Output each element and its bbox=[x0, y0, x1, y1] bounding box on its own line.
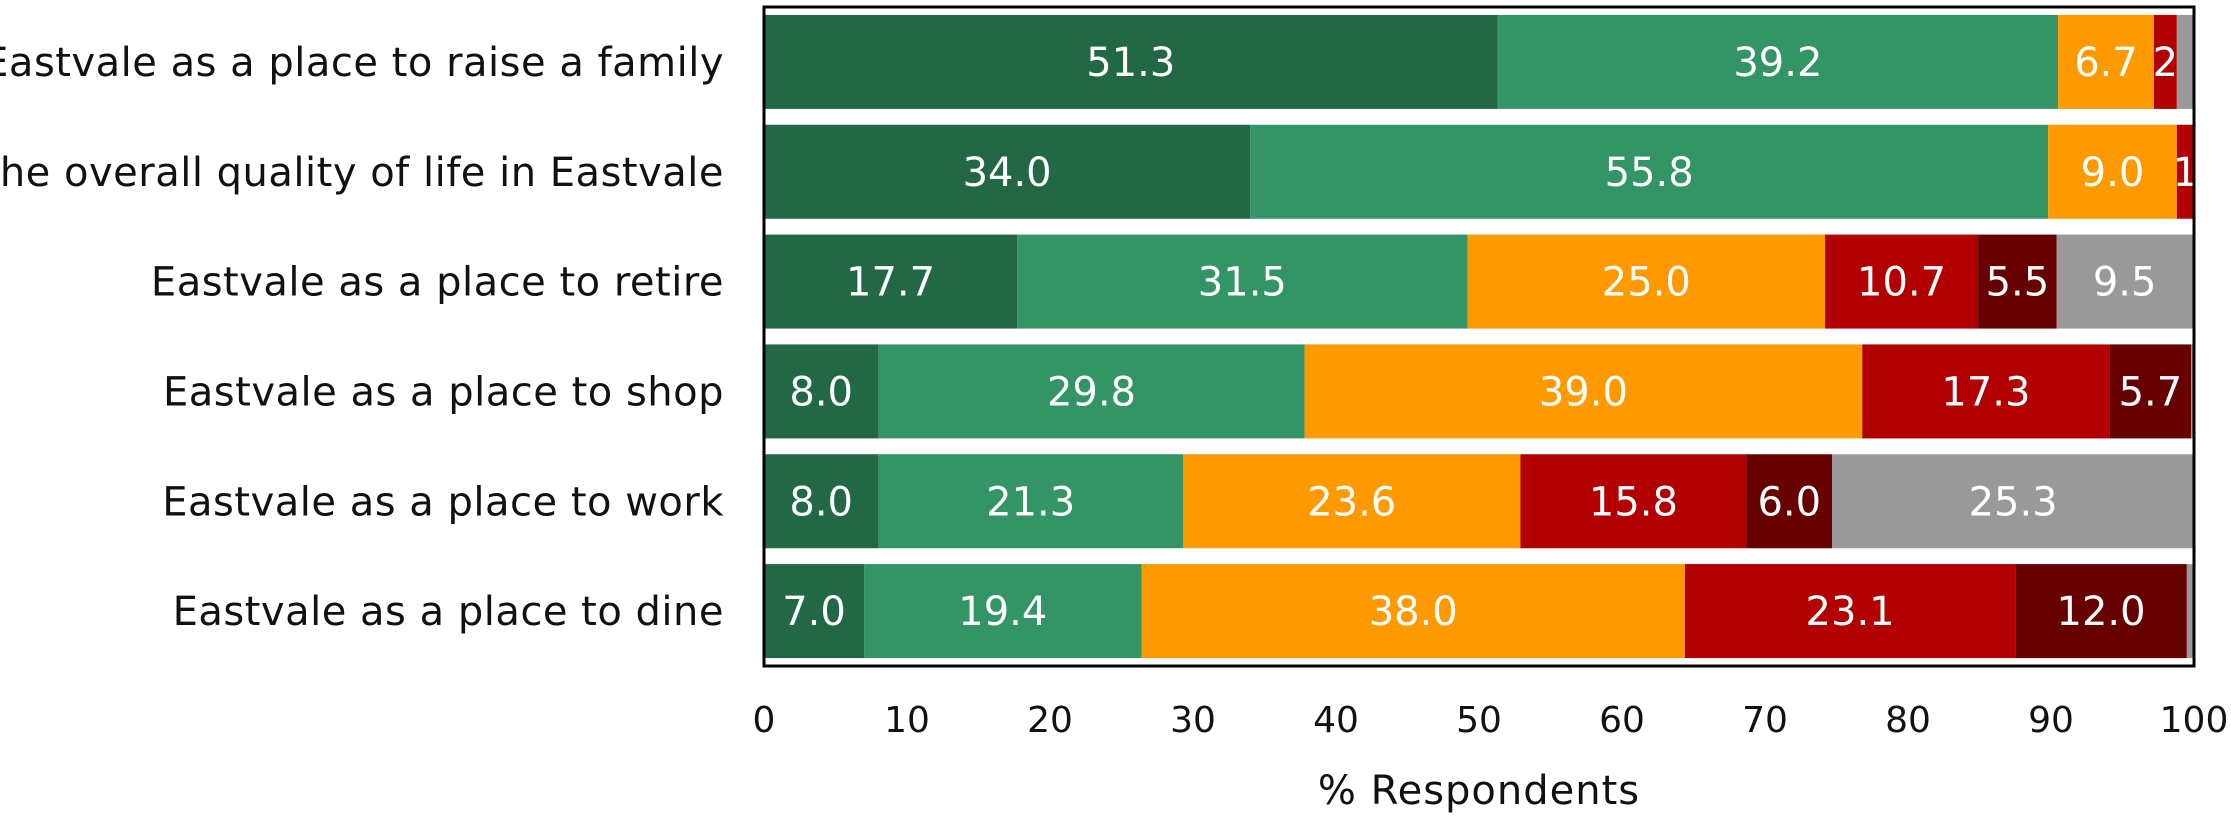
bar-segment bbox=[864, 564, 1142, 659]
data-label: 5.5 bbox=[1986, 260, 2050, 306]
x-tick-label: 30 bbox=[1170, 700, 1216, 741]
x-tick-label: 0 bbox=[753, 700, 776, 741]
category-label: Eastvale as a place to raise a family bbox=[0, 40, 724, 86]
x-tick-label: 20 bbox=[1027, 700, 1073, 741]
bar-segment bbox=[764, 564, 865, 659]
data-label: 15.8 bbox=[1589, 479, 1678, 525]
category-label: Eastvale as a place to work bbox=[162, 479, 724, 525]
bar-segment bbox=[1141, 564, 1685, 659]
bar-segment bbox=[2109, 344, 2192, 439]
x-tick-label: 90 bbox=[2028, 700, 2074, 741]
data-label: 29.8 bbox=[1047, 369, 1136, 415]
data-label: 19.4 bbox=[958, 589, 1047, 635]
bar-segment bbox=[764, 14, 1498, 109]
bar-segment bbox=[1832, 454, 2194, 549]
bar-segment bbox=[878, 344, 1305, 439]
data-label: 39.2 bbox=[1733, 40, 1822, 86]
value-labels-layer: 51.3 39.2 6.7 234.0 55.8 9.0 117.7 31.5 25.0 10.7… bbox=[782, 40, 2198, 635]
data-label: 55.8 bbox=[1605, 150, 1694, 196]
category-label: Eastvale as a place to shop bbox=[163, 369, 724, 415]
data-label: 6.7 bbox=[2074, 40, 2138, 86]
x-tick-label: 70 bbox=[1742, 700, 1788, 741]
data-label: 23.6 bbox=[1307, 479, 1396, 525]
bar-segment bbox=[1825, 234, 1979, 329]
bar-segment bbox=[2048, 124, 2177, 219]
data-label: 25.3 bbox=[1969, 479, 2058, 525]
x-tick-label: 50 bbox=[1456, 700, 1502, 741]
data-label: 9.0 bbox=[2081, 150, 2145, 196]
x-tick-label: 60 bbox=[1599, 700, 1645, 741]
x-axis-title: % Respondents bbox=[1318, 768, 1640, 814]
category-label: The overall quality of life in Eastvale bbox=[0, 150, 724, 196]
data-label: 31.5 bbox=[1198, 260, 1287, 306]
data-label: 17.7 bbox=[846, 260, 935, 306]
data-label: 12.0 bbox=[2057, 589, 2146, 635]
x-tick-label: 100 bbox=[2160, 700, 2229, 741]
bar-segment bbox=[878, 454, 1183, 549]
category-label: Eastvale as a place to dine bbox=[173, 589, 724, 635]
data-label: 8.0 bbox=[789, 369, 853, 415]
bar-segment bbox=[2176, 124, 2194, 219]
data-label: 10.7 bbox=[1857, 260, 1946, 306]
data-label: 23.1 bbox=[1806, 589, 1895, 635]
data-label: 39.0 bbox=[1539, 369, 1628, 415]
bar-segment bbox=[1862, 344, 2110, 439]
data-label: 7.0 bbox=[782, 589, 846, 635]
data-label: 6.0 bbox=[1757, 479, 1821, 525]
bar-segment bbox=[1684, 564, 2016, 659]
x-axis-ticks: 0 10 20 30 40 50 60 70 80 90 100 bbox=[753, 700, 2229, 741]
data-label: 34.0 bbox=[963, 150, 1052, 196]
bar-segment bbox=[764, 344, 879, 439]
data-label: 38.0 bbox=[1369, 589, 1458, 635]
data-label: 5.7 bbox=[2119, 369, 2183, 415]
bar-segment bbox=[764, 234, 1018, 329]
bar-segment bbox=[1182, 454, 1521, 549]
bar-segment bbox=[764, 124, 1251, 219]
bar-segment bbox=[1978, 234, 2057, 329]
data-label: 9.5 bbox=[2093, 260, 2157, 306]
data-label: 17.3 bbox=[1941, 369, 2030, 415]
bar-segment bbox=[1304, 344, 1863, 439]
bar-segment bbox=[1017, 234, 1468, 329]
bar-segment bbox=[2153, 14, 2177, 109]
category-labels: Eastvale as a place to raise a family The… bbox=[0, 40, 724, 635]
bar-segment bbox=[2056, 234, 2193, 329]
x-tick-label: 10 bbox=[884, 700, 930, 741]
bar-segment bbox=[1467, 234, 1826, 329]
bars-layer bbox=[764, 14, 2194, 659]
bar-segment bbox=[1250, 124, 2049, 219]
bar-segment bbox=[2176, 14, 2194, 109]
bar-segment bbox=[2058, 14, 2154, 109]
x-tick-label: 80 bbox=[1885, 700, 1931, 741]
data-label: 21.3 bbox=[986, 479, 1075, 525]
bar-segment bbox=[1520, 454, 1747, 549]
category-label: Eastvale as a place to retire bbox=[151, 260, 724, 306]
bar-segment bbox=[2186, 564, 2194, 659]
bar-segment bbox=[764, 454, 879, 549]
bar-segment bbox=[2015, 564, 2187, 659]
bar-segment bbox=[1497, 14, 2059, 109]
plot-frame bbox=[762, 5, 2196, 668]
data-label: 51.3 bbox=[1086, 40, 1175, 86]
data-label: 25.0 bbox=[1602, 260, 1691, 306]
bar-segment bbox=[1746, 454, 1833, 549]
data-label: 8.0 bbox=[789, 479, 853, 525]
x-tick-label: 40 bbox=[1313, 700, 1359, 741]
data-label: 2 bbox=[2153, 40, 2178, 86]
